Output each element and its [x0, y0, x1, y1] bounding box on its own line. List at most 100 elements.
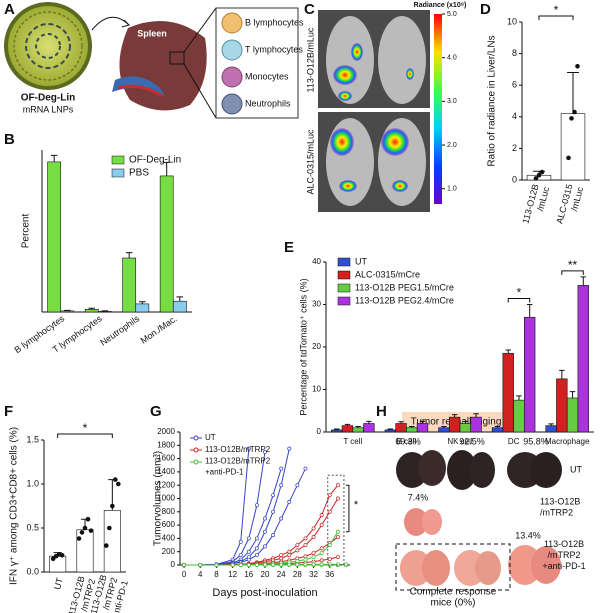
growth-point [287, 499, 292, 504]
x-tick-label: 8 [214, 570, 219, 579]
x-tick-label: Macrophage [545, 437, 590, 446]
legend-swatch [337, 296, 351, 306]
bar [577, 285, 589, 433]
y-axis-label: Ratio of radiance in Liver/LNs [487, 35, 498, 166]
x-tick-label: NK cell [447, 437, 473, 446]
panel-letter: D [480, 1, 491, 18]
percent: 69.3% [395, 436, 421, 446]
growth-line [184, 448, 250, 566]
y-tick-label: 0 [512, 174, 517, 184]
significance: * [83, 421, 88, 435]
colorbar-title: Radiance (x10⁸) [414, 2, 467, 9]
bar [502, 353, 514, 433]
legend-label: 113-O12B/mTRP2 +anti-PD-1 [205, 457, 271, 477]
error-bar [505, 349, 511, 354]
data-point [85, 516, 91, 522]
legend-swatch [111, 168, 125, 178]
bar [513, 399, 525, 433]
growth-point [263, 529, 267, 534]
error-bar [473, 413, 479, 418]
bar [97, 311, 112, 313]
growth-point [279, 556, 284, 561]
colorbar-tick-label: 2.0 [447, 142, 457, 149]
growth-point [335, 496, 340, 501]
y-tick-label: 10 [507, 16, 517, 26]
bar [556, 378, 568, 433]
growth-point [246, 563, 251, 567]
growth-point [319, 513, 324, 518]
y-tick-label: 2 [512, 143, 517, 153]
growth-point [287, 549, 292, 554]
colorbar [434, 14, 442, 204]
growth-point [327, 543, 332, 548]
y-tick-label: 20 [312, 342, 321, 351]
growth-point [335, 535, 340, 540]
growth-point [311, 535, 316, 540]
growth-point [287, 553, 292, 557]
bar [103, 510, 121, 573]
colorbar-tick-label: 3.0 [447, 98, 457, 105]
error-bar [387, 428, 393, 430]
lung-photos [395, 412, 562, 591]
growth-point [254, 536, 259, 541]
data-point [575, 63, 580, 69]
error-bar [334, 428, 340, 430]
data-point [572, 109, 577, 115]
error-bar [88, 307, 95, 310]
significance: * [517, 286, 522, 300]
y-tick-label: 30 [312, 300, 321, 309]
y-tick-label: 600 [162, 520, 176, 529]
cell-label: Neutrophils [245, 98, 291, 108]
growth-point [287, 562, 292, 567]
bar [76, 529, 94, 573]
data-point [113, 477, 118, 482]
bar [566, 397, 579, 433]
y-axis-label: Percentage of tdTomato⁺ cells (%) [298, 278, 308, 415]
growth-point [295, 548, 300, 553]
x-tick-label: Mon./Mac. [139, 313, 179, 345]
y-tick-label: 1800 [157, 440, 175, 449]
particle-name: OF-Deg-Lin [21, 93, 75, 104]
error-bar [176, 296, 184, 302]
error-bar [398, 421, 404, 424]
percent: 95.8% [523, 436, 549, 446]
growth-point [198, 563, 203, 567]
x-tick-label: 24 [277, 570, 286, 579]
legend-label: UT [355, 256, 367, 266]
x-tick-label: UT [52, 576, 65, 591]
bar [363, 423, 375, 433]
x-tick-label: ALC-0315/mLuc [555, 183, 586, 228]
y-tick-label: 0.5 [26, 522, 39, 532]
data-point [88, 528, 94, 533]
legend-marker [193, 435, 199, 441]
panel-letter: C [304, 1, 315, 18]
growth-point [303, 543, 308, 548]
x-tick-label: 12 [228, 570, 237, 579]
y-tick-label: 0.0 [26, 566, 39, 576]
data-point [59, 552, 65, 558]
percent: 13.4% [515, 530, 541, 540]
colorbar-tick-label: 1.0 [447, 186, 457, 193]
growth-point [319, 546, 324, 551]
growth-point [311, 555, 316, 559]
data-point [76, 536, 82, 541]
error-bar [409, 425, 415, 428]
significance-bracket [57, 433, 113, 438]
growth-point [303, 554, 308, 559]
x-tick-label: B cell [397, 437, 417, 446]
legend-label: ALC-0315/mCre [355, 269, 420, 279]
growth-point [279, 562, 284, 567]
growth-point [287, 446, 292, 451]
y-tick-label: 4 [512, 111, 517, 121]
bar [395, 423, 407, 433]
growth-point [311, 562, 316, 567]
imaging-photos [318, 10, 430, 212]
error-bar [516, 395, 522, 401]
growth-point [230, 563, 235, 567]
growth-point [254, 546, 259, 551]
legend-label: OF-Deg-Lin [129, 155, 181, 166]
growth-point [238, 553, 243, 557]
growth-point [344, 562, 348, 567]
panel-letter: F [4, 403, 13, 420]
bar [438, 427, 450, 433]
